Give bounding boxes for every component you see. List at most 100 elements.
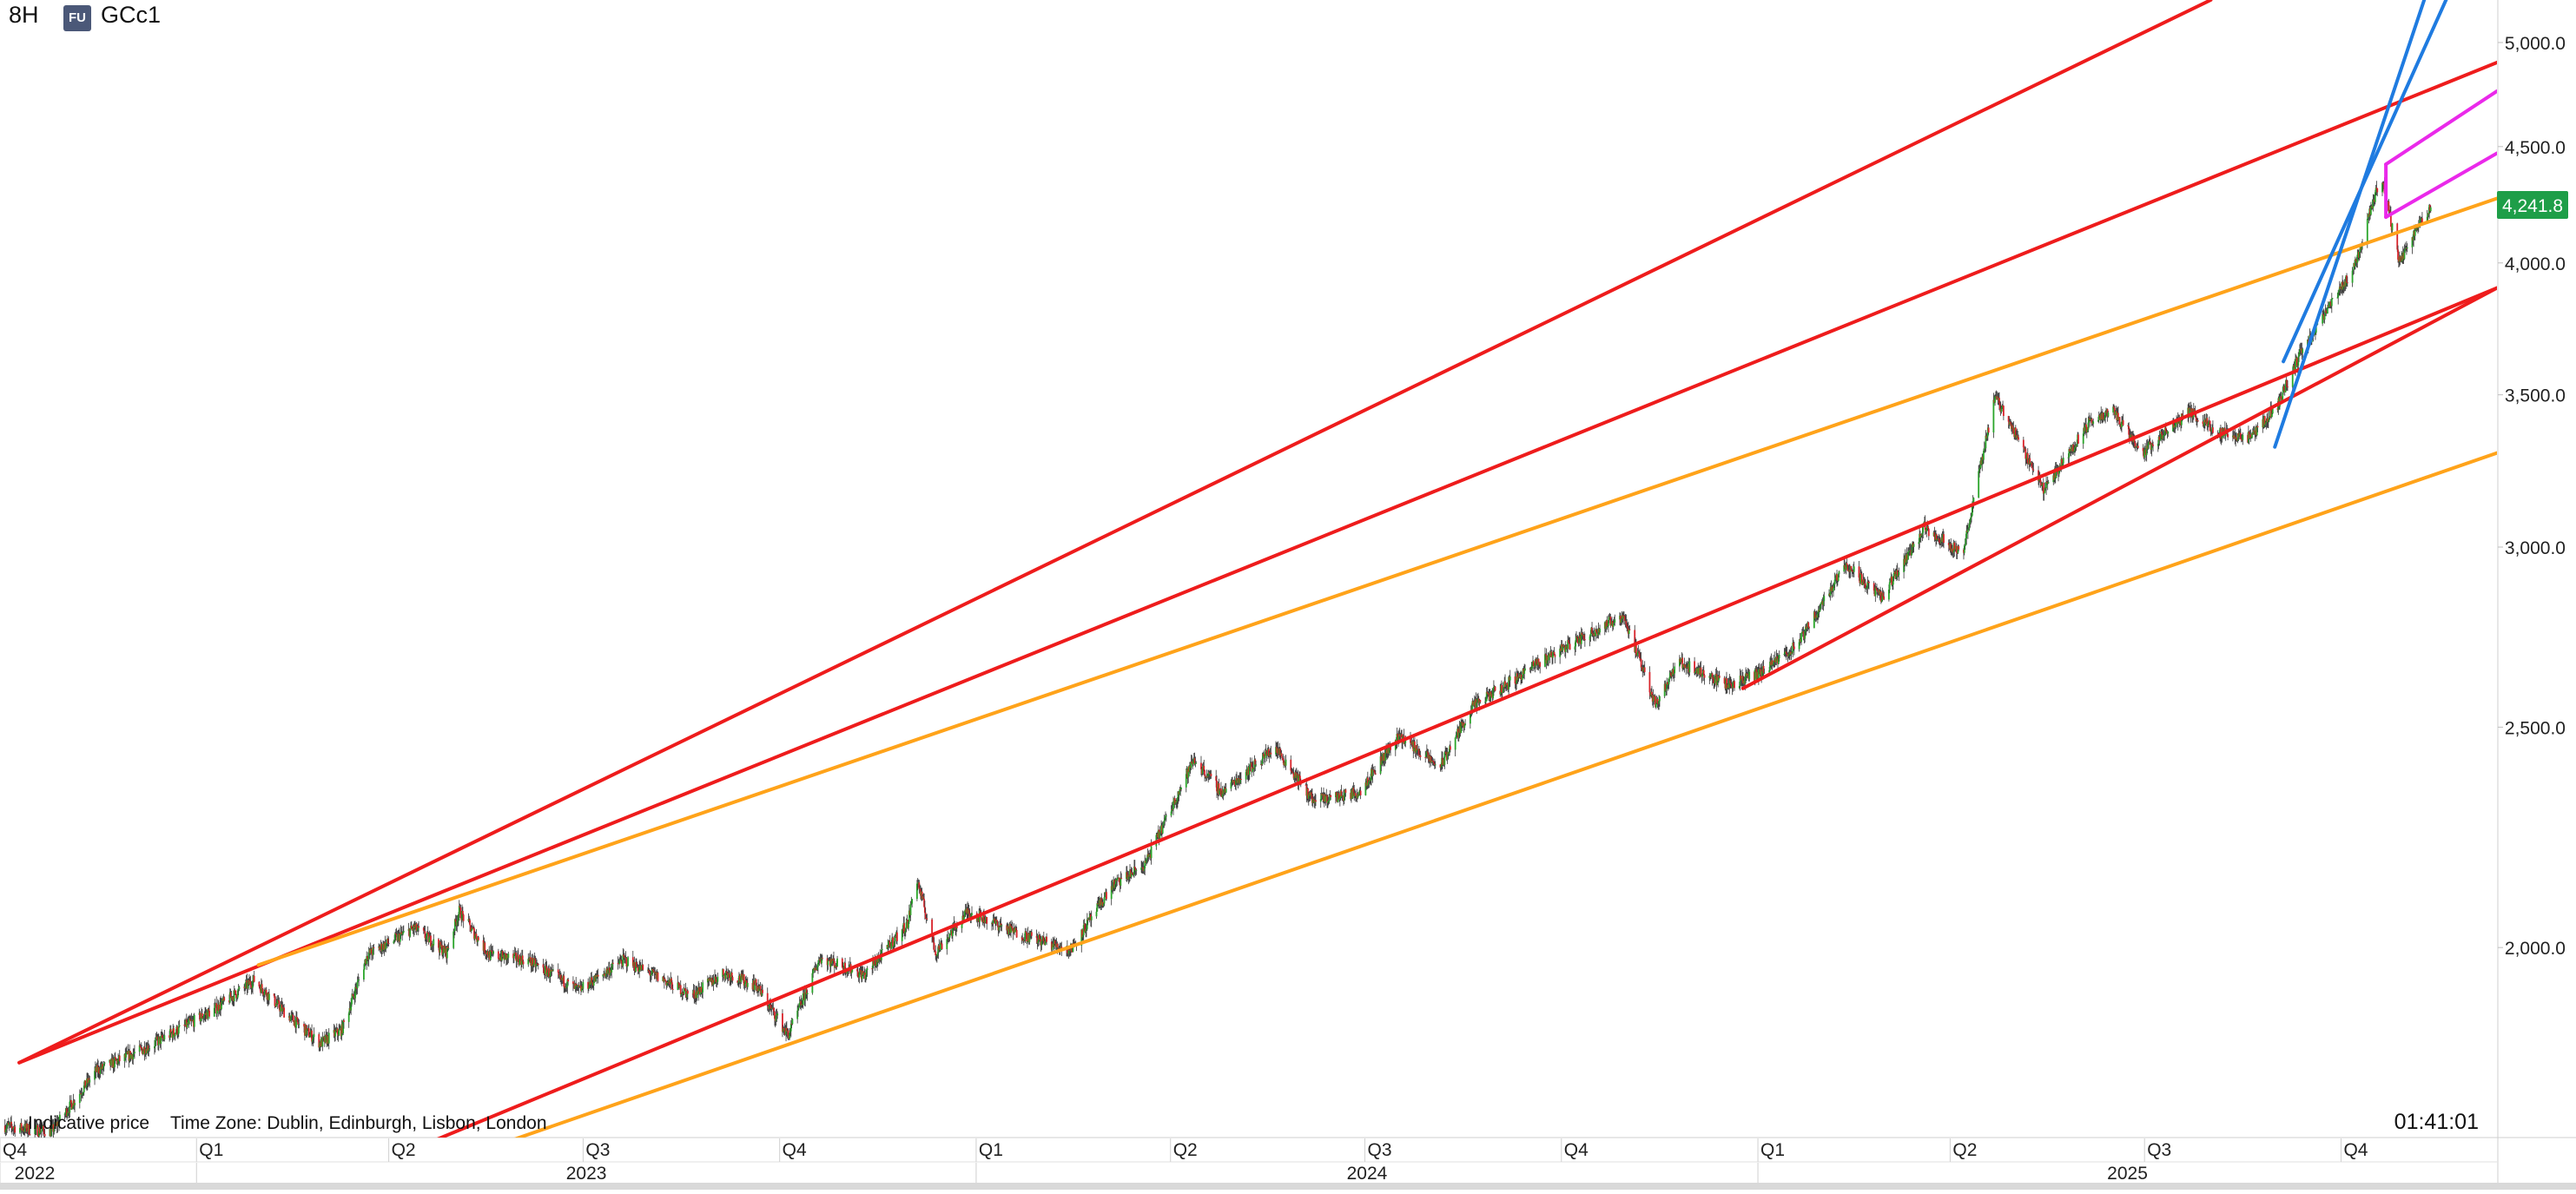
candle-body xyxy=(566,979,569,987)
candle-body xyxy=(147,1045,149,1052)
candle-body xyxy=(1011,927,1014,931)
candle-body xyxy=(352,993,354,997)
candle-body xyxy=(1205,775,1206,777)
candle-body xyxy=(1264,752,1266,759)
candle-body xyxy=(1140,867,1143,870)
y-tick-label: 5,000.0 xyxy=(2505,34,2566,54)
candle-body xyxy=(1239,778,1241,783)
candle-body xyxy=(154,1040,156,1046)
timeframe-label[interactable]: 8H xyxy=(9,2,39,28)
candle-body xyxy=(1268,755,1271,757)
candle-body xyxy=(1678,658,1681,667)
candle-body xyxy=(2361,246,2363,249)
candle-body xyxy=(261,984,263,990)
candle-body xyxy=(1888,582,1891,590)
candle-body xyxy=(1370,780,1371,782)
candle-body xyxy=(1968,524,1971,529)
candle-body xyxy=(259,986,261,988)
candle-body xyxy=(1963,545,1965,553)
candle-body xyxy=(1955,545,1958,553)
candle-body xyxy=(1667,684,1669,686)
candle-body xyxy=(1446,752,1449,760)
candle-body xyxy=(2107,412,2110,417)
candle-body xyxy=(856,971,859,977)
candle-body xyxy=(1648,671,1651,693)
candle-body xyxy=(1895,574,1897,579)
candle-body xyxy=(1515,683,1517,685)
candle-body xyxy=(800,1000,803,1006)
candle-body xyxy=(2270,408,2273,417)
candle-body xyxy=(1330,795,1332,798)
candle-body xyxy=(1897,575,1899,577)
candle-body xyxy=(12,1128,15,1130)
candle-body xyxy=(1106,892,1107,900)
candle-body xyxy=(1773,661,1774,665)
candle-body xyxy=(1191,761,1193,763)
candle-body xyxy=(1813,611,1815,629)
candle-body xyxy=(1668,679,1670,685)
candle-body xyxy=(430,935,432,947)
candle-body xyxy=(2172,423,2175,428)
candle-body xyxy=(321,1037,324,1047)
candle-body xyxy=(78,1093,81,1104)
candle-body xyxy=(1133,867,1135,875)
candle-body xyxy=(1150,846,1153,859)
candle-body xyxy=(461,911,463,920)
candle-body xyxy=(1608,620,1609,626)
candle-body xyxy=(2403,251,2406,260)
candle-body xyxy=(548,968,550,978)
indicative-price-note: Indicative price xyxy=(28,1113,150,1133)
candle-body xyxy=(413,924,416,929)
candle-body xyxy=(2374,192,2376,202)
symbol-label[interactable]: GCc1 xyxy=(101,2,162,28)
candle-body xyxy=(908,921,909,928)
candle-body xyxy=(757,986,759,992)
candle-body xyxy=(1992,399,1995,433)
candle-body xyxy=(754,984,756,990)
candle-body xyxy=(342,1019,345,1034)
candle-body xyxy=(442,946,445,953)
last-price-tag xyxy=(2497,191,2568,220)
candle-body xyxy=(1267,749,1270,756)
timezone-note[interactable]: Time Zone: Dublin, Edinburgh, Lisbon, Lo… xyxy=(170,1113,547,1133)
candle-body xyxy=(1203,766,1205,771)
candle-body xyxy=(1807,622,1810,628)
candle-body xyxy=(2322,313,2324,324)
candle-body xyxy=(1846,564,1849,571)
candle-body xyxy=(2022,439,2024,448)
candle-body xyxy=(607,970,609,974)
candle-body xyxy=(2113,406,2115,408)
candle-body xyxy=(2212,427,2214,433)
candle-body xyxy=(549,969,552,977)
candle-body xyxy=(1532,661,1535,666)
candle-body xyxy=(1694,661,1695,674)
candle-body xyxy=(755,979,757,986)
candle-body xyxy=(1206,775,1209,777)
candle-body xyxy=(144,1053,147,1055)
candle-body xyxy=(1162,823,1165,826)
candle-body xyxy=(1252,767,1253,772)
candle-body xyxy=(533,958,536,960)
candle-body xyxy=(22,1128,24,1131)
candle-body xyxy=(244,982,247,988)
candle-body xyxy=(1291,771,1293,773)
candle-body xyxy=(560,974,562,980)
candle-body xyxy=(153,1046,155,1049)
candle-body xyxy=(234,990,237,995)
candle-body xyxy=(139,1045,142,1047)
candle-body xyxy=(726,971,728,973)
candle-body xyxy=(1086,928,1087,931)
candle-body xyxy=(1430,756,1432,763)
candle-body xyxy=(114,1057,116,1067)
candle-body xyxy=(1612,623,1615,627)
candle-body xyxy=(516,960,519,962)
futures-badge: FU xyxy=(63,5,91,31)
candle-body xyxy=(979,910,981,914)
candle-body xyxy=(410,925,413,929)
candle-body xyxy=(1113,884,1116,888)
candle-body xyxy=(2077,434,2079,444)
candle-body xyxy=(625,958,628,966)
candle-body xyxy=(2193,408,2196,413)
